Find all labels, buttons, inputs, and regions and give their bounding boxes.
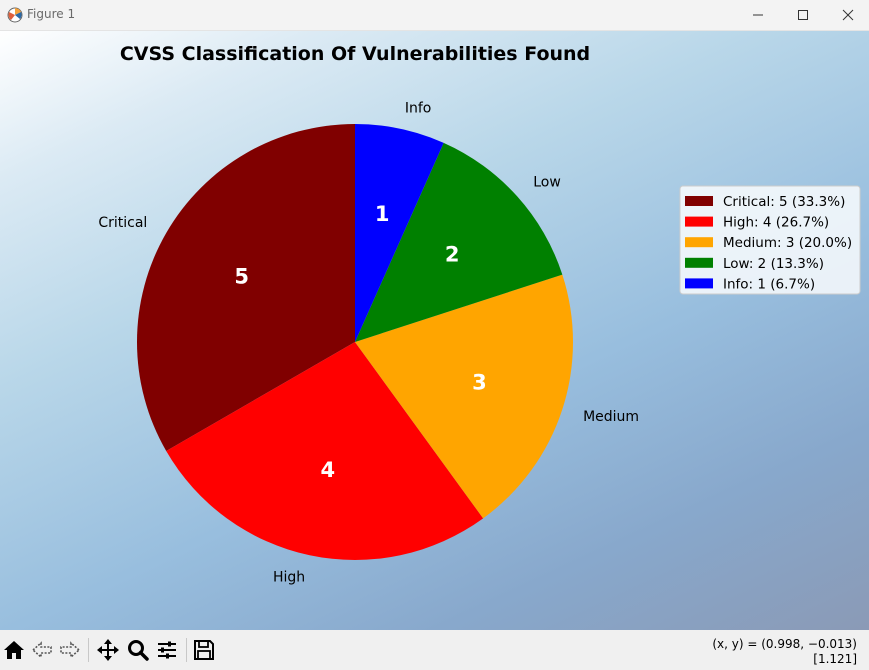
close-button[interactable] — [825, 0, 869, 30]
legend-entry: High: 4 (26.7%) — [723, 215, 829, 231]
pie-slices — [137, 124, 573, 560]
value-label-high: 4 — [320, 458, 335, 482]
forward-button[interactable] — [56, 636, 84, 664]
configure-subplots-button[interactable] — [153, 636, 181, 664]
legend-box — [679, 185, 861, 295]
coords-line-1: (x, y) = (0.998, −0.013) — [712, 637, 857, 651]
legend-entry: Critical: 5 (33.3%) — [723, 194, 845, 210]
legend-swatch — [685, 278, 713, 289]
legend-entry: Medium: 3 (20.0%) — [723, 235, 852, 251]
outer-labels: Critical High Medium Low Info — [98, 100, 639, 585]
figure-canvas[interactable]: CVSS Classification Of Vulnerabilities F… — [0, 31, 869, 630]
slice-label-critical: Critical — [98, 215, 147, 231]
slice-label-low: Low — [533, 175, 561, 191]
value-label-medium: 3 — [472, 370, 487, 394]
value-label-info: 1 — [375, 202, 390, 226]
legend-swatch — [685, 196, 713, 206]
maximize-button[interactable] — [780, 0, 826, 30]
title-bar: Figure 1 — [0, 0, 869, 31]
legend-entry: Low: 2 (13.3%) — [723, 256, 824, 272]
legend-swatch — [685, 257, 713, 268]
pan-button[interactable] — [94, 636, 122, 664]
pie-slice-low — [355, 142, 563, 342]
matplotlib-app-icon — [7, 7, 23, 23]
minimize-icon — [753, 14, 763, 16]
value-label-low: 2 — [445, 242, 460, 266]
pan-icon — [97, 639, 119, 661]
navigation-toolbar: (x, y) = (0.998, −0.013) [1.121] — [0, 630, 869, 670]
legend-entry: Info: 1 (6.7%) — [723, 276, 815, 292]
slice-label-info: Info — [405, 100, 432, 116]
pie-chart: CVSS Classification Of Vulnerabilities F… — [98, 43, 861, 586]
legend: Critical: 5 (33.3%) High: 4 (26.7%) Medium… — [679, 185, 861, 295]
maximize-icon — [798, 10, 808, 20]
configure-subplots-icon — [158, 641, 176, 659]
zoom-button[interactable] — [124, 636, 152, 664]
back-button[interactable] — [28, 636, 56, 664]
save-icon — [194, 640, 214, 660]
window-title: Figure 1 — [27, 7, 76, 21]
toolbar-separator — [186, 638, 187, 662]
chart-title: CVSS Classification Of Vulnerabilities F… — [120, 43, 590, 65]
slice-label-high: High — [273, 570, 305, 586]
value-label-critical: 5 — [234, 265, 249, 289]
zoom-icon — [128, 640, 149, 661]
close-icon — [842, 9, 854, 21]
save-button[interactable] — [190, 636, 218, 664]
back-icon — [31, 641, 52, 659]
legend-swatch — [685, 216, 713, 227]
cursor-coordinates: (x, y) = (0.998, −0.013) [1.121] — [712, 637, 857, 667]
pie-slice-info — [355, 124, 444, 342]
coords-line-2: [1.121] — [813, 652, 857, 666]
slice-label-medium: Medium — [583, 409, 639, 425]
pie-slice-high — [166, 342, 484, 560]
home-icon — [4, 641, 24, 659]
pie-slice-critical — [137, 124, 355, 451]
value-labels: 5 4 3 2 1 — [234, 202, 486, 482]
pie-slice-medium — [355, 274, 573, 519]
minimize-button[interactable] — [735, 0, 781, 30]
home-button[interactable] — [0, 636, 28, 664]
legend-swatch — [685, 237, 713, 248]
forward-icon — [60, 641, 81, 659]
toolbar-separator — [88, 638, 89, 662]
